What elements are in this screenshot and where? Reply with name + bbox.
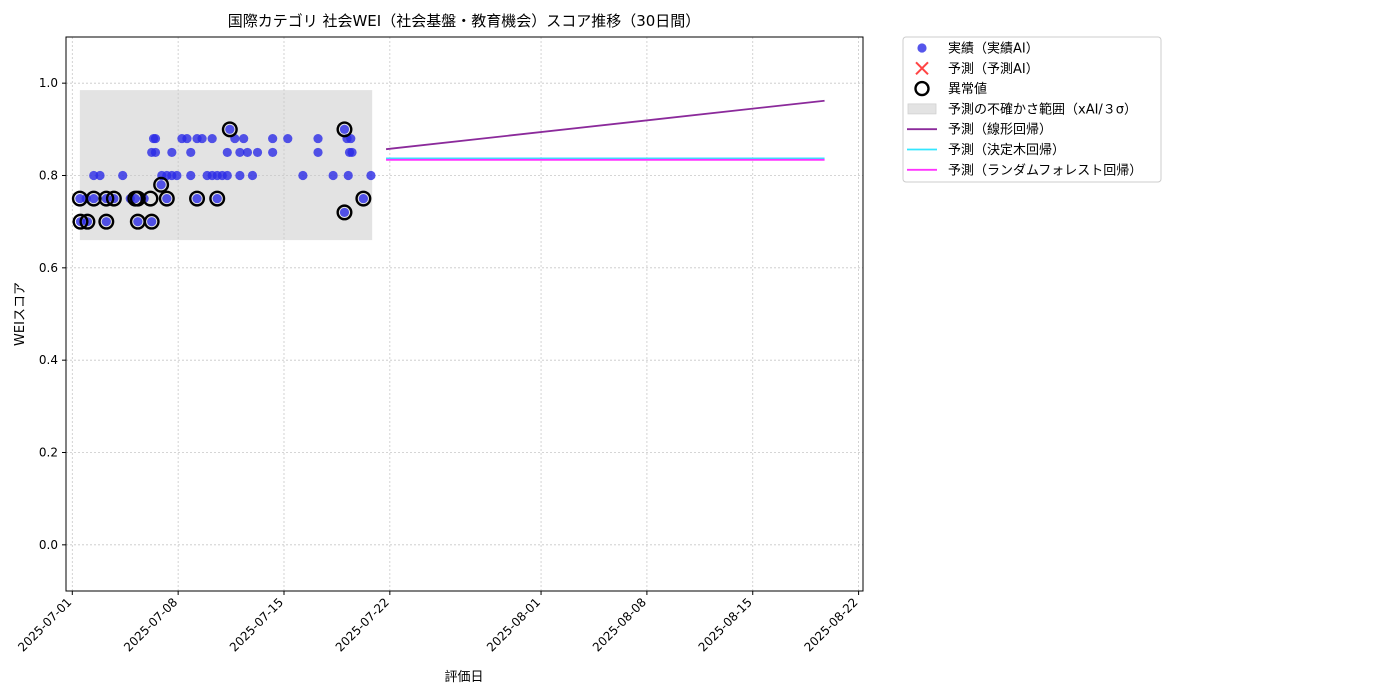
data-point	[172, 170, 182, 181]
y-axis-title: WEIスコア	[13, 282, 28, 346]
data-point	[239, 133, 249, 144]
data-point	[358, 193, 368, 204]
data-point	[133, 217, 143, 227]
data-point	[207, 133, 217, 144]
data-point	[186, 170, 196, 181]
data-point	[346, 133, 356, 144]
data-point	[147, 217, 157, 227]
prediction-line	[385, 99, 825, 151]
plot-area: 2025-07-01 2025-07-08 2025-07-15 2025-07-22…	[15, 36, 864, 654]
data-point	[339, 124, 350, 134]
data-point	[186, 147, 196, 158]
y-tick-label: 0.4	[39, 353, 58, 367]
data-point	[212, 193, 222, 204]
x-tick-label: 2025-08-22	[801, 595, 860, 654]
legend-marker	[914, 80, 930, 97]
data-point	[197, 133, 207, 144]
data-point	[313, 133, 323, 144]
data-point	[328, 170, 338, 181]
uncertainty-band	[79, 90, 373, 241]
outlier-marker	[355, 190, 372, 207]
x-tick-label: 2025-08-01	[484, 595, 543, 654]
outlier-marker	[153, 176, 170, 193]
legend-marker	[917, 43, 927, 53]
legend-label: 予測（決定木回帰）	[948, 142, 1065, 158]
data-point	[222, 147, 232, 158]
outlier-marker	[98, 213, 115, 230]
data-point	[252, 147, 263, 158]
y-tick-label: 1.0	[39, 76, 58, 90]
data-point	[75, 193, 85, 204]
y-tick-label: 0.6	[39, 261, 58, 275]
legend-label: 予測（線形回帰）	[948, 122, 1052, 138]
data-point	[343, 170, 353, 181]
data-point	[156, 180, 166, 190]
data-point	[235, 147, 245, 158]
data-point	[162, 193, 172, 204]
data-point	[167, 147, 177, 158]
data-point	[118, 170, 128, 181]
data-point	[268, 133, 278, 144]
outlier-marker	[209, 190, 226, 207]
y-tick-label: 0.8	[39, 169, 58, 183]
legend-label: 予測（ランダムフォレスト回帰）	[948, 162, 1142, 178]
data-point	[101, 217, 111, 227]
data-point	[247, 170, 258, 181]
data-point	[89, 170, 99, 181]
data-point	[95, 170, 105, 181]
data-point	[339, 207, 350, 218]
data-point	[130, 193, 140, 204]
plot-frame	[65, 36, 864, 592]
data-point	[313, 147, 323, 158]
x-tick-label: 2025-07-08	[121, 595, 180, 654]
data-point	[268, 147, 278, 158]
legend-box	[902, 36, 1162, 183]
outlier-marker	[158, 190, 175, 207]
outlier-marker	[72, 213, 89, 230]
chart-title: 国際カテゴリ 社会WEI（社会基盤・教育機会）スコア推移（30日間）	[228, 12, 701, 30]
x-tick-label: 2025-07-15	[227, 595, 286, 654]
outlier-marker	[336, 121, 353, 138]
outlier-marker	[79, 213, 96, 230]
x-tick-label: 2025-07-22	[333, 595, 392, 654]
y-tick-label: 0.0	[39, 538, 58, 552]
data-point	[242, 147, 253, 158]
y-tick-label: 0.2	[39, 446, 58, 460]
outlier-marker	[189, 190, 206, 207]
data-point	[347, 147, 357, 158]
legend-marker	[915, 61, 929, 76]
data-point	[222, 170, 232, 181]
legend-marker	[907, 103, 937, 115]
data-point	[283, 133, 293, 144]
x-axis-title: 評価日	[444, 670, 483, 685]
outlier-marker	[105, 190, 122, 207]
outlier-marker	[221, 121, 238, 138]
data-point	[89, 193, 99, 204]
data-point	[235, 170, 245, 181]
data-point	[225, 124, 235, 134]
x-tick-label: 2025-07-01	[15, 595, 74, 654]
data-point	[366, 170, 376, 181]
x-tick-label: 2025-08-08	[590, 595, 649, 654]
data-point	[192, 193, 202, 204]
x-tick-label: 2025-08-15	[696, 595, 755, 654]
data-point	[182, 133, 192, 144]
data-point	[298, 170, 308, 181]
data-point	[150, 147, 161, 158]
outlier-marker	[336, 204, 353, 221]
outlier-marker	[142, 190, 159, 207]
data-point	[150, 133, 161, 144]
legend-label: 異常値	[948, 81, 987, 97]
outlier-marker	[143, 213, 160, 230]
legend-label: 予測の不確かさ範囲（xAI/３σ）	[948, 101, 1137, 117]
legend-label: 実績（実績AI）	[948, 41, 1039, 57]
outlier-marker	[98, 190, 115, 207]
legend-label: 予測（予測AI）	[948, 62, 1039, 77]
